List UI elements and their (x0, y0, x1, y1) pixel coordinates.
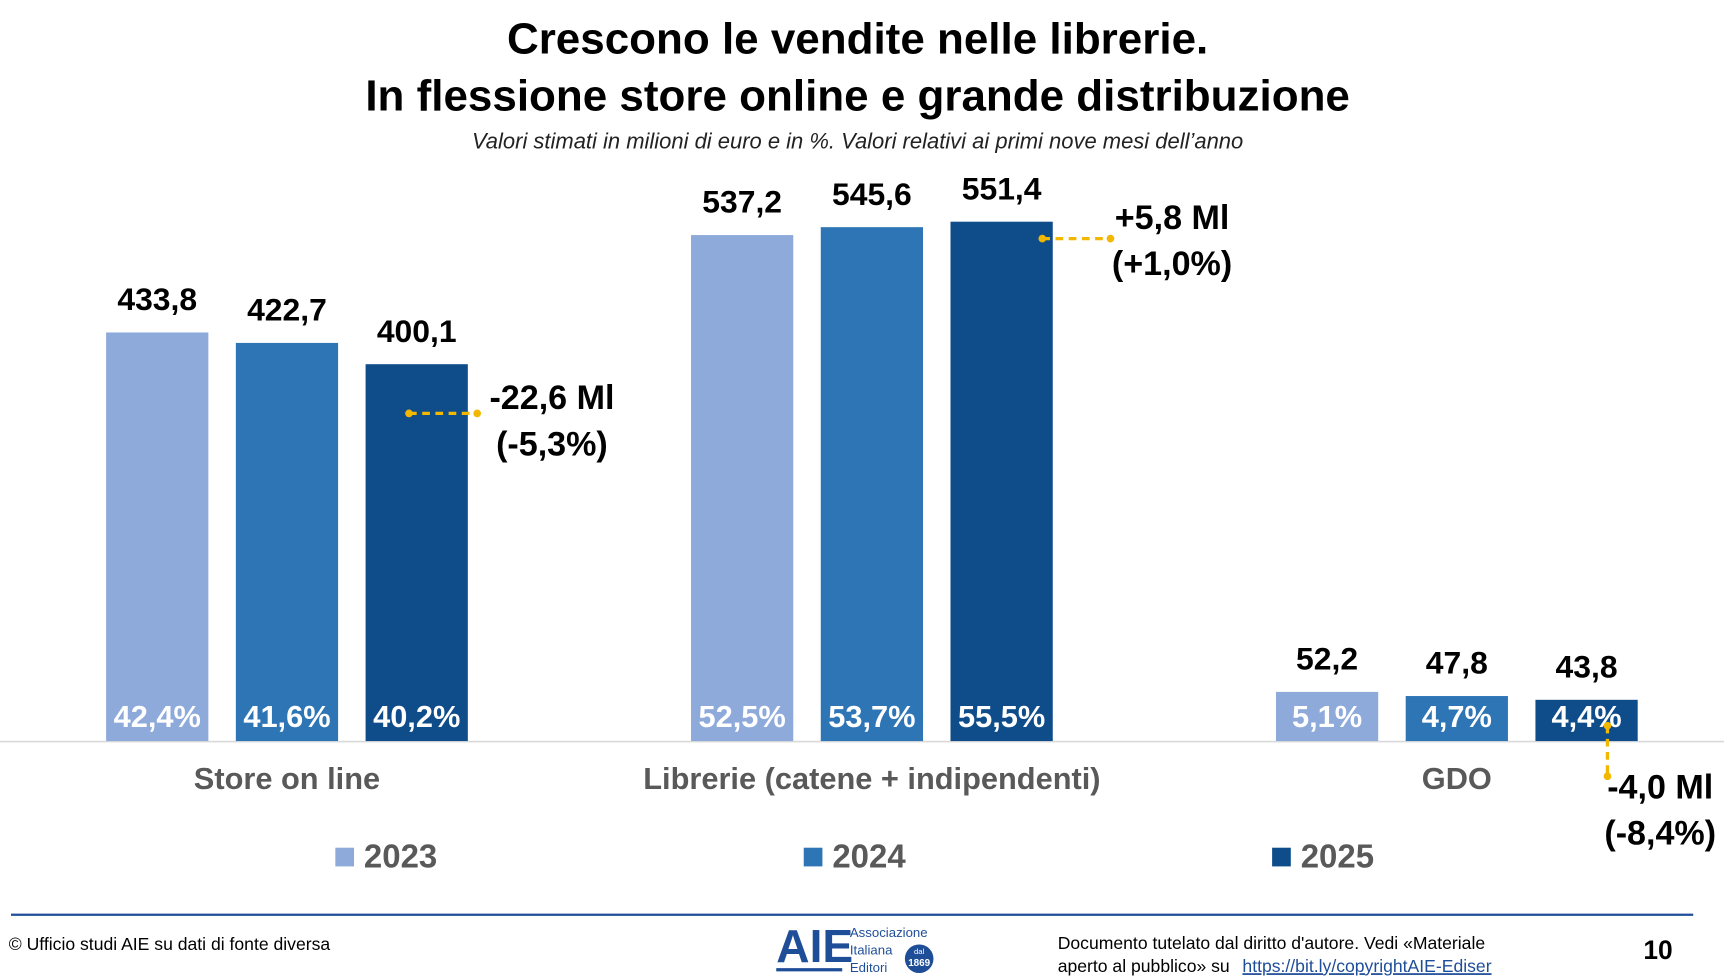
change-percent: (-8,4%) (1604, 815, 1716, 853)
bar (1535, 699, 1638, 742)
logo-badge (904, 944, 934, 974)
value-label: 43,8 (1556, 648, 1618, 684)
page-number: 10 (1643, 935, 1672, 965)
category-label: GDO (1422, 761, 1492, 796)
change-percent: (-5,3%) (496, 425, 608, 463)
source: © Ufficio studi AIE su dati di fonte div… (9, 934, 331, 954)
bar (1275, 691, 1379, 742)
change-percent: (+1,0%) (1112, 245, 1232, 283)
value-label: 52,2 (1296, 641, 1358, 677)
arrow-dot (1038, 234, 1047, 243)
link[interactable]: https://bit.ly/copyrightAIE-Ediser (1242, 956, 1491, 976)
share-label: 55,5% (958, 699, 1045, 734)
subtitle: Valori stimati in milioni di euro e in %… (472, 129, 1243, 154)
category-label: Store on line (194, 761, 380, 796)
bar (106, 332, 209, 742)
legend-swatch (803, 847, 823, 867)
share-label: 52,5% (699, 699, 786, 734)
bar (365, 364, 468, 742)
change-label: -22,6 Ml (489, 379, 614, 417)
arrow-dot (1106, 234, 1115, 243)
value-label: 545,6 (832, 176, 912, 212)
legend-label: 2024 (832, 837, 906, 874)
logo-badge-text: dal (914, 947, 925, 956)
share-label: 42,4% (114, 699, 201, 734)
logo-text: Italiana (850, 943, 893, 958)
bar (235, 342, 339, 742)
share-label: 5,1% (1292, 699, 1362, 734)
value-label: 47,8 (1426, 645, 1488, 681)
value-label: 422,7 (247, 292, 327, 328)
title-line: Crescono le vendite nelle librerie. (507, 14, 1208, 63)
change-label: +5,8 Ml (1115, 199, 1230, 237)
title-line: In flessione store online e grande distr… (365, 72, 1350, 121)
arrow-dot (473, 409, 482, 418)
arrow-dot (1603, 721, 1612, 730)
value-label: 551,4 (962, 170, 1042, 206)
notice: aperto al pubblico» su (1058, 956, 1230, 976)
legend-label: 2025 (1301, 837, 1374, 874)
logo-text: Associazione (850, 925, 928, 940)
logo-mark: AIE (776, 920, 853, 972)
logo-text: Editori (850, 960, 887, 975)
value-label: 537,2 (702, 184, 782, 220)
share-label: 4,4% (1552, 699, 1622, 734)
logo: AIE Associazione Italiana Editori dal 18… (776, 920, 934, 975)
bar (820, 227, 924, 742)
value-label: 400,1 (377, 313, 457, 349)
notice: Documento tutelato dal diritto d'autore.… (1058, 933, 1485, 953)
legend-swatch (335, 847, 355, 867)
share-label: 53,7% (828, 699, 915, 734)
category-label: Librerie (catene + indipendenti) (643, 761, 1100, 796)
share-label: 40,2% (373, 699, 460, 734)
arrow-dot (405, 409, 413, 418)
bar (950, 221, 1053, 742)
share-label: 41,6% (243, 699, 330, 734)
legend-swatch (1272, 847, 1291, 867)
change-label: -4,0 Ml (1607, 768, 1713, 806)
value-label: 433,8 (117, 281, 197, 317)
legend-label: 2023 (364, 837, 437, 874)
bar (691, 235, 794, 742)
arrow-dot (1603, 772, 1612, 781)
bar (1405, 696, 1508, 742)
share-label: 4,7% (1422, 699, 1492, 734)
logo-badge-text: 1869 (908, 958, 930, 969)
